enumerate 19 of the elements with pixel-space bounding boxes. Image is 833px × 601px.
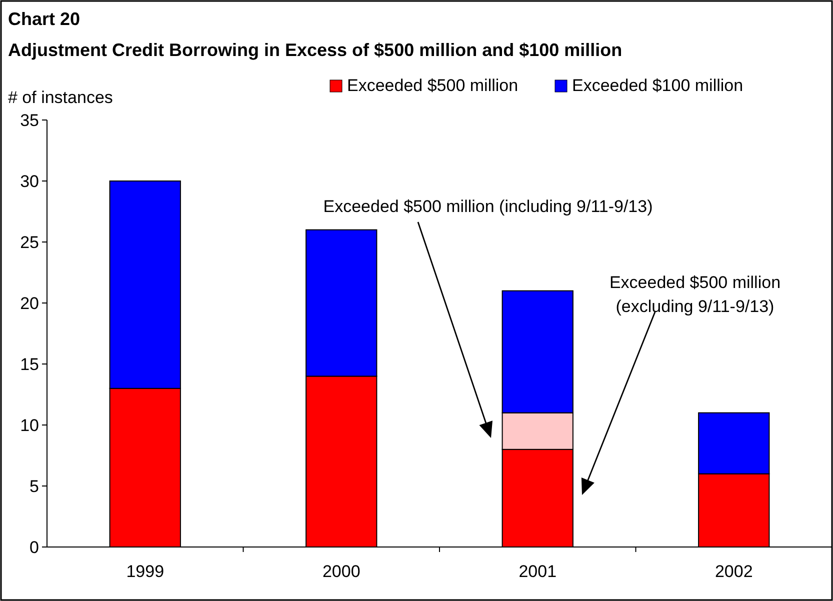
annotation: Exceeded $500 million (including 9/11-9/13) bbox=[323, 197, 653, 216]
y-tick-label: 20 bbox=[20, 294, 39, 313]
y-tick-label: 0 bbox=[30, 538, 39, 557]
annotation: Exceeded $500 million (excluding 9/11-9/13) bbox=[609, 273, 781, 316]
y-tick-label: 25 bbox=[20, 232, 39, 252]
x-tick-label: 2000 bbox=[322, 562, 360, 581]
x-tick-label: 2001 bbox=[518, 562, 557, 581]
x-tick-label: 1999 bbox=[126, 562, 164, 581]
x-tick-label: 2002 bbox=[714, 562, 753, 581]
y-tick-label: 30 bbox=[20, 172, 39, 191]
y-tick-label: 35 bbox=[20, 110, 39, 130]
legend-label: Exceeded $100 million bbox=[572, 76, 744, 95]
y-tick-label: 5 bbox=[30, 476, 39, 496]
y-axis-title: # of instances bbox=[8, 88, 113, 107]
y-tick-label: 15 bbox=[20, 354, 39, 374]
y-tick-label: 10 bbox=[20, 416, 39, 435]
legend-label: Exceeded $500 million bbox=[347, 76, 518, 95]
chart-title: Chart 20 bbox=[8, 9, 80, 29]
chart-subtitle: Adjustment Credit Borrowing in Excess of $500 million and $100 million bbox=[8, 40, 622, 60]
